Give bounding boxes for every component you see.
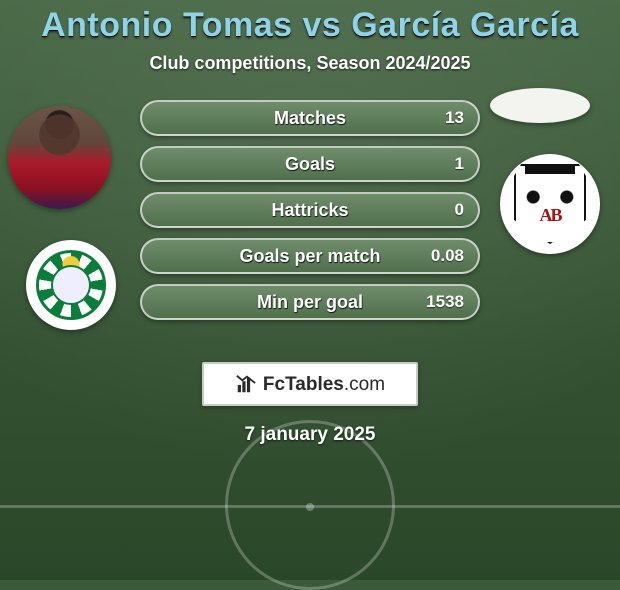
brand-chart-icon — [235, 373, 257, 395]
club-badge-right: AB — [500, 154, 600, 254]
stat-label: Goals per match — [239, 246, 380, 267]
stat-label: Matches — [274, 108, 346, 129]
club-badge-left — [26, 240, 116, 330]
stat-label: Min per goal — [257, 292, 363, 313]
page-title: Antonio Tomas vs García García — [0, 0, 620, 45]
stat-value-right: 13 — [445, 108, 464, 128]
stat-label: Goals — [285, 154, 335, 175]
brand-domain: .com — [344, 374, 385, 395]
brand-name: FcTables — [263, 374, 344, 395]
stat-value-right: 0.08 — [431, 246, 464, 266]
comparison-panel: AB Matches 13 Goals 1 Hattricks 0 Goals per ma… — [0, 106, 620, 356]
brand-watermark: FcTables.com — [202, 362, 418, 406]
stat-bar: Goals 1 — [140, 146, 480, 182]
stat-value-right: 1 — [455, 154, 464, 174]
stat-bar: Min per goal 1538 — [140, 284, 480, 320]
pitch-center-dot — [306, 503, 314, 511]
brand-text: FcTables.com — [263, 375, 385, 394]
stat-value-right: 0 — [455, 200, 464, 220]
date-text: 7 january 2025 — [0, 424, 620, 446]
stat-value-right: 1538 — [426, 292, 464, 312]
racing-crest-icon — [36, 250, 106, 320]
stat-label: Hattricks — [271, 200, 348, 221]
stat-bar: Goals per match 0.08 — [140, 238, 480, 274]
stat-bars: Matches 13 Goals 1 Hattricks 0 Goals per match… — [140, 100, 480, 320]
player-right-avatar — [490, 88, 590, 123]
player-left-avatar — [8, 106, 111, 209]
subtitle: Club competitions, Season 2024/2025 — [0, 53, 620, 74]
stat-bar: Hattricks 0 — [140, 192, 480, 228]
albacete-crest-icon: AB — [514, 164, 586, 244]
stat-bar: Matches 13 — [140, 100, 480, 136]
